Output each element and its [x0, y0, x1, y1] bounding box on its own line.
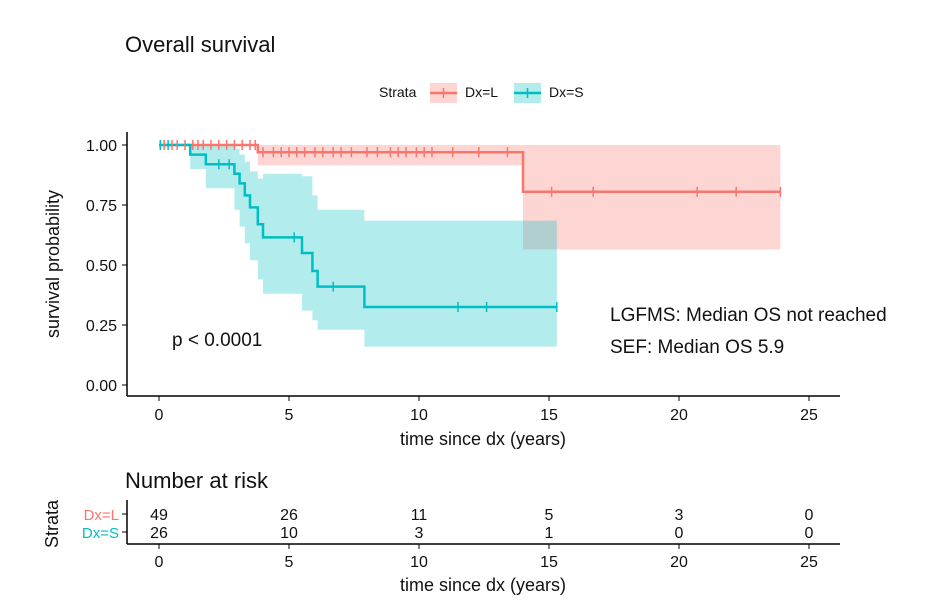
x-axis-label: time since dx (years)	[400, 429, 566, 449]
risk-row-label-dx-l: Dx=L	[84, 507, 119, 524]
risk-count-dx-s: 1	[545, 525, 554, 542]
risk-count-dx-s: 3	[415, 525, 424, 542]
annotation-sef: SEF: Median OS 5.9	[610, 337, 784, 358]
risk-count-dx-l: 11	[411, 507, 428, 524]
risk-x-tick-label: 25	[800, 554, 818, 571]
x-axis-ticks: 0 5 10 15 20 25	[155, 396, 818, 424]
risk-table-x-axis-label: time since dx (years)	[400, 575, 566, 595]
risk-count-dx-s: 0	[805, 525, 814, 542]
x-tick-label: 15	[540, 407, 558, 424]
y-axis-ticks: 0.00 0.25 0.50 0.75 1.00	[86, 138, 127, 395]
x-tick-label: 20	[670, 407, 688, 424]
risk-x-tick-label: 0	[155, 554, 164, 571]
risk-count-dx-s: 10	[280, 525, 298, 542]
ci-band-dx-s	[159, 145, 557, 347]
risk-count-dx-l: 3	[675, 507, 684, 524]
p-value: p < 0.0001	[172, 330, 262, 351]
risk-table: Number at risk Strata Dx=L Dx=S 49 26 11 5 3…	[42, 468, 840, 595]
risk-count-dx-l: 0	[805, 507, 814, 524]
x-tick-label: 5	[285, 407, 294, 424]
risk-table-ylabel: Strata	[42, 499, 62, 548]
y-tick-label: 0.00	[86, 378, 117, 395]
ci-band-dx-l	[159, 145, 781, 250]
y-tick-label: 0.75	[86, 198, 117, 215]
risk-count-dx-l: 49	[150, 507, 168, 524]
y-tick-label: 0.25	[86, 318, 117, 335]
legend-title: Strata	[379, 84, 417, 100]
y-axis-label: survival probability	[43, 190, 63, 338]
confidence-bands	[159, 145, 781, 347]
risk-count-dx-s: 26	[150, 525, 168, 542]
risk-count-dx-s: 0	[675, 525, 684, 542]
risk-table-x-ticks: 0 5 10 15 20 25	[155, 544, 818, 571]
risk-x-tick-label: 15	[540, 554, 558, 571]
risk-counts: 49 26 11 5 3 026 10 3 1 0 0	[150, 507, 813, 542]
risk-x-tick-label: 5	[285, 554, 294, 571]
risk-count-dx-l: 26	[280, 507, 298, 524]
censor-marks	[159, 140, 782, 312]
risk-table-title: Number at risk	[125, 468, 269, 493]
x-tick-label: 0	[155, 407, 164, 424]
y-tick-label: 1.00	[86, 138, 117, 155]
risk-x-tick-label: 20	[670, 554, 688, 571]
plot-area: 0.00 0.25 0.50 0.75 1.00 0 5 10 15 20 25 survival…	[43, 132, 887, 449]
risk-row-label-dx-s: Dx=S	[82, 525, 119, 542]
survival-curve-dx-s	[159, 143, 557, 309]
chart-title: Overall survival	[125, 32, 275, 57]
annotation-lgfms: LGFMS: Median OS not reached	[610, 305, 887, 326]
x-tick-label: 25	[800, 407, 818, 424]
legend-label-dx-l: Dx=L	[465, 84, 498, 100]
legend: Strata Dx=L Dx=S	[379, 83, 584, 103]
x-tick-label: 10	[410, 407, 428, 424]
legend-label-dx-s: Dx=S	[549, 84, 584, 100]
y-tick-label: 0.50	[86, 258, 117, 275]
risk-x-tick-label: 10	[410, 554, 428, 571]
risk-count-dx-l: 5	[545, 507, 554, 524]
